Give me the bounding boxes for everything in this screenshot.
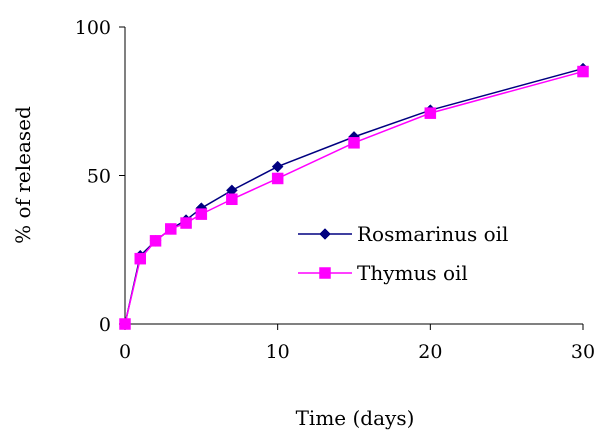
data-point: [424, 107, 437, 119]
y-tick-label: 0: [99, 314, 111, 336]
x-tick-label: 10: [266, 341, 290, 363]
legend-marker: [319, 228, 331, 240]
series-line: [124, 67, 584, 325]
axes: 0 50 100 0 10 20 30: [75, 17, 595, 363]
data-point: [271, 172, 284, 185]
legend-label: Thymus oil: [357, 261, 468, 285]
series-thymus-oil: [119, 65, 589, 330]
x-tick-label: 0: [119, 341, 131, 363]
legend-label: Rosmarinus oil: [357, 222, 508, 246]
data-point: [119, 318, 131, 330]
y-axis-title: % of released: [11, 106, 35, 244]
data-point: [195, 208, 208, 220]
series-layer: [119, 62, 589, 330]
x-tick-label: 30: [571, 341, 595, 363]
data-point: [165, 223, 177, 235]
series-rosmarinus-oil: [119, 62, 589, 330]
data-point: [271, 160, 284, 173]
series-line: [124, 70, 584, 325]
data-point: [180, 217, 192, 229]
data-point: [348, 137, 360, 149]
legend: Rosmarinus oil Thymus oil: [298, 222, 508, 285]
y-tick-label: 100: [75, 17, 111, 39]
legend-marker: [319, 267, 331, 279]
y-tick-label: 50: [87, 166, 111, 188]
data-point: [149, 235, 162, 247]
data-point: [134, 252, 147, 265]
x-axis-title: Time (days): [296, 406, 415, 430]
data-point: [226, 193, 238, 206]
x-tick-label: 20: [418, 341, 442, 363]
data-point: [577, 65, 589, 78]
